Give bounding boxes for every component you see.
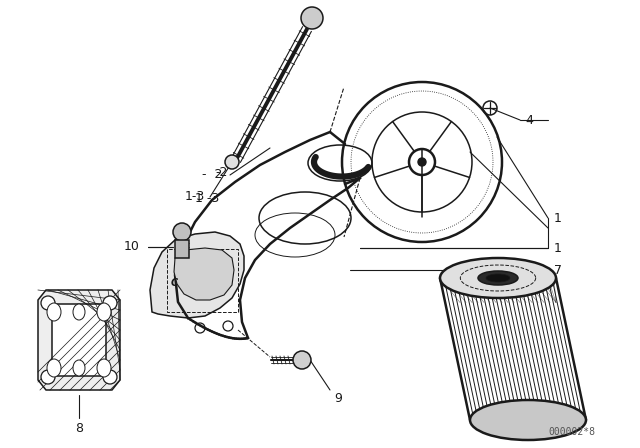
Circle shape — [41, 370, 55, 384]
Ellipse shape — [47, 303, 61, 321]
Polygon shape — [52, 304, 106, 376]
Text: 9: 9 — [334, 392, 342, 405]
Ellipse shape — [47, 359, 61, 377]
FancyBboxPatch shape — [175, 240, 189, 258]
Text: 4: 4 — [525, 113, 533, 126]
Circle shape — [103, 370, 117, 384]
Ellipse shape — [486, 274, 510, 282]
Ellipse shape — [73, 304, 85, 320]
Text: 10: 10 — [124, 241, 140, 254]
Ellipse shape — [73, 360, 85, 376]
Text: C: C — [170, 278, 177, 288]
Text: -  2: - 2 — [202, 168, 222, 181]
Text: 1-3: 1-3 — [185, 190, 205, 203]
Text: 7: 7 — [554, 263, 562, 276]
Text: 8: 8 — [75, 422, 83, 435]
Ellipse shape — [440, 258, 556, 298]
Ellipse shape — [478, 271, 518, 285]
Text: 1: 1 — [554, 241, 562, 254]
Polygon shape — [150, 232, 244, 318]
Circle shape — [225, 155, 239, 169]
Circle shape — [173, 223, 191, 241]
Circle shape — [103, 296, 117, 310]
Ellipse shape — [470, 400, 586, 440]
Ellipse shape — [97, 359, 111, 377]
Text: 000002*8: 000002*8 — [548, 427, 595, 437]
Ellipse shape — [97, 303, 111, 321]
Polygon shape — [38, 290, 120, 390]
Text: 1 -3: 1 -3 — [195, 191, 220, 204]
Text: -2: -2 — [216, 165, 228, 178]
Polygon shape — [174, 248, 234, 300]
Circle shape — [418, 158, 426, 166]
Text: 1: 1 — [554, 211, 562, 224]
Circle shape — [293, 351, 311, 369]
Circle shape — [301, 7, 323, 29]
Circle shape — [41, 296, 55, 310]
